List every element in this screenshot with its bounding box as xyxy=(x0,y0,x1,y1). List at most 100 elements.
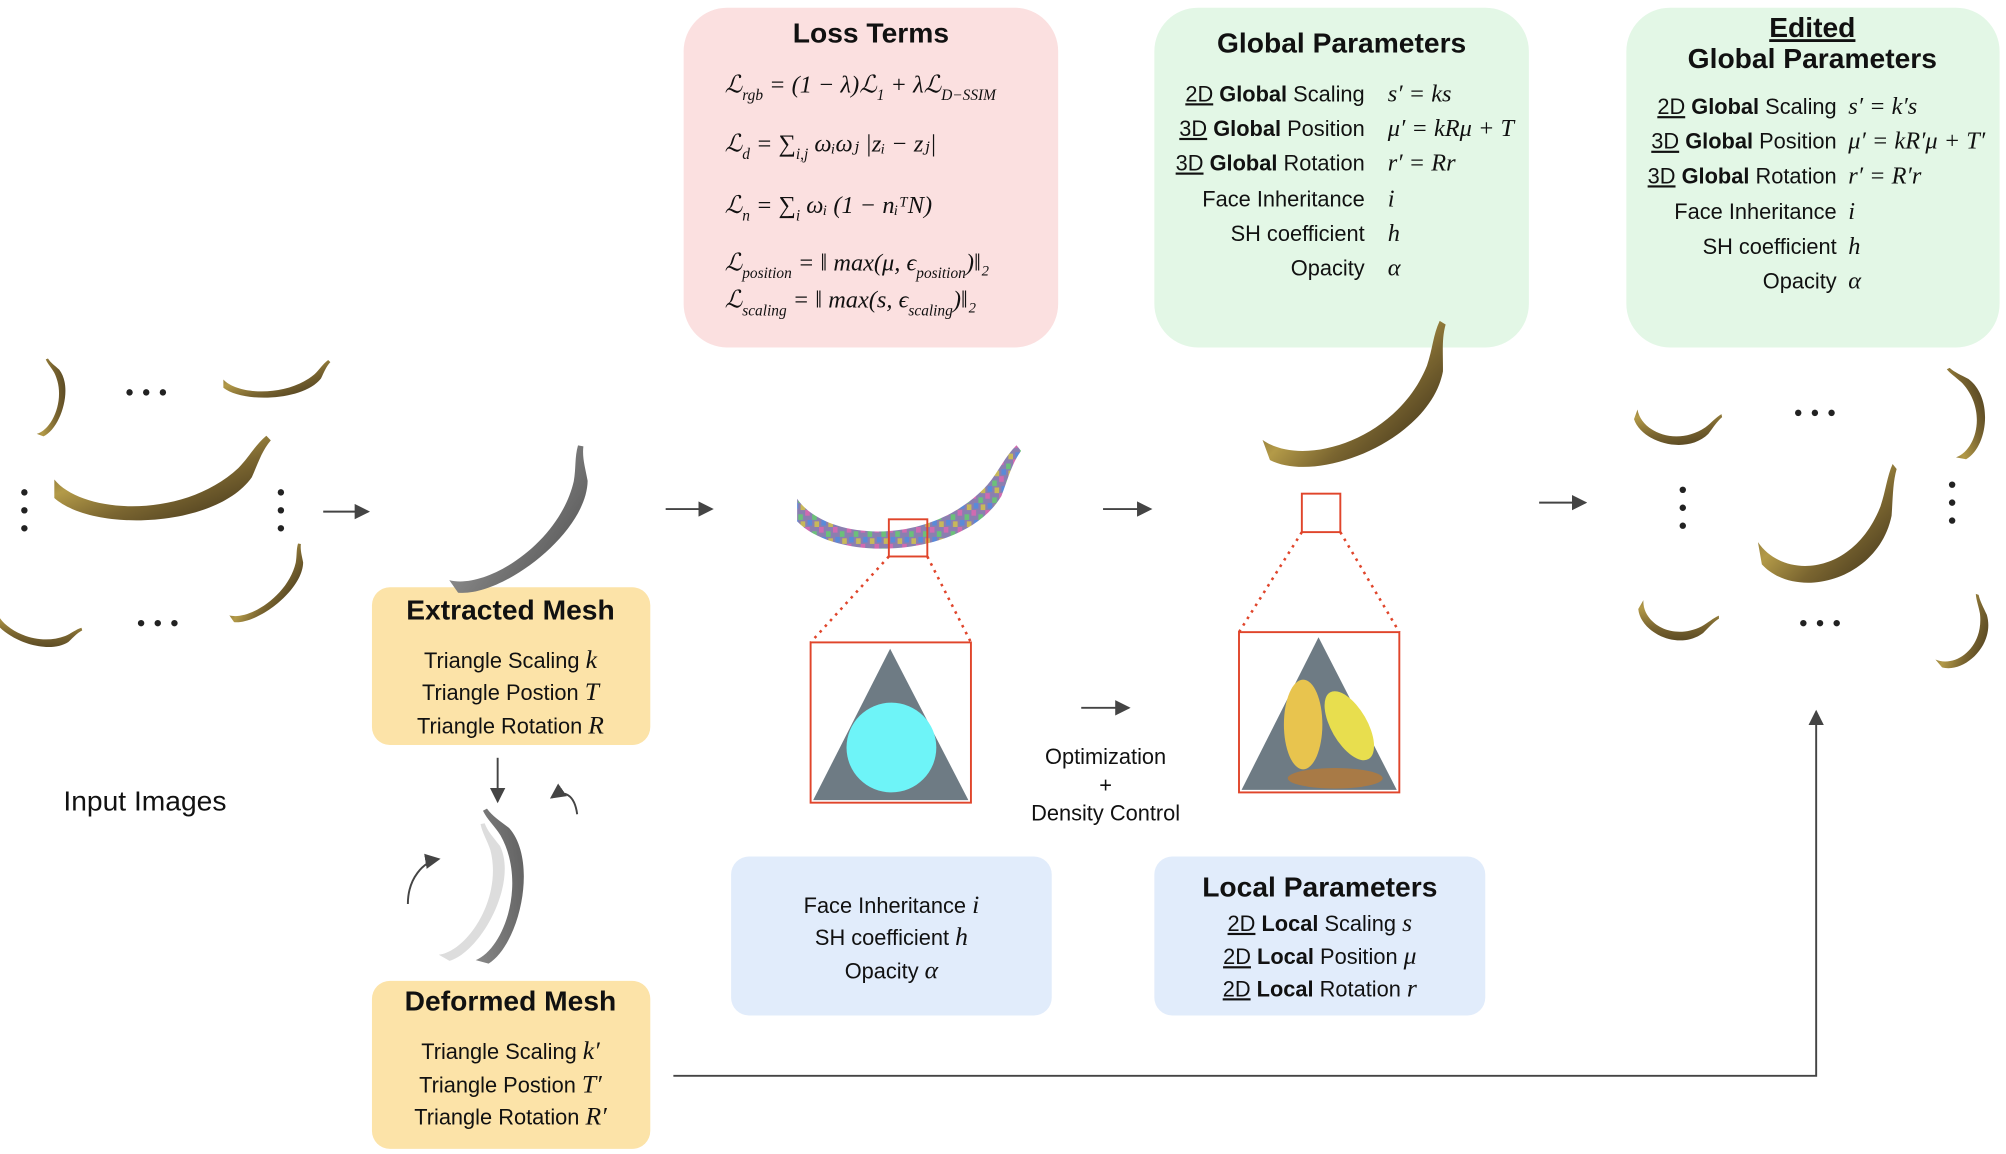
extracted-box xyxy=(371,587,651,745)
formula-part: ωᵢωⱼ |zᵢ − zⱼ| xyxy=(808,130,936,157)
formula-part: rgb xyxy=(742,87,763,104)
input-label: Input Images xyxy=(63,784,226,816)
param-kind: Local xyxy=(1257,976,1314,1001)
param-expr: i xyxy=(1848,198,1855,225)
zoom-line xyxy=(809,555,973,644)
row-label: Opacity α xyxy=(845,955,939,984)
row-symbol: R xyxy=(587,710,604,739)
row-name: Position xyxy=(1320,944,1398,969)
deformed-mesh xyxy=(406,783,579,969)
param-name: Opacity xyxy=(1763,269,1837,294)
row-label: Triangle Postion T′ xyxy=(419,1069,602,1098)
param-kind: Global xyxy=(1691,94,1759,119)
row-symbol: μ xyxy=(1403,941,1417,970)
formula-part: scaling xyxy=(908,302,953,319)
param-dim: 3D xyxy=(1648,163,1676,188)
param-kind: Global xyxy=(1219,81,1287,106)
row-symbol: T′ xyxy=(582,1069,602,1098)
formula-part: D−SSIM xyxy=(940,87,997,104)
row-name: Triangle Scaling xyxy=(421,1039,577,1064)
param-name: Scaling xyxy=(1293,81,1365,106)
row-name: Triangle Rotation xyxy=(414,1105,579,1130)
formula-part: )‖₂ xyxy=(964,250,989,277)
row-name: Rotation xyxy=(1320,976,1401,1001)
param-kind: Global xyxy=(1210,151,1278,176)
row-symbol: k xyxy=(586,645,598,674)
formula-part: = ∑ xyxy=(750,192,796,219)
param-dim: 2D xyxy=(1185,81,1213,106)
param-dim: 2D xyxy=(1657,94,1685,119)
local-box xyxy=(1154,856,1486,1016)
zoom-region xyxy=(1300,492,1342,534)
gaussian-banana xyxy=(797,445,1022,549)
param-label: 3D Global Position xyxy=(1179,116,1364,141)
formula-part: position xyxy=(741,265,792,282)
formula-part: 1 xyxy=(877,87,885,104)
global-box xyxy=(1154,7,1529,348)
formula-part: d xyxy=(742,146,750,163)
optimization-label: Density Control xyxy=(1031,801,1180,826)
edited-title: Global Parameters xyxy=(1688,42,1937,74)
row-name: Triangle Postion xyxy=(419,1072,576,1097)
formula-part: ℒ xyxy=(725,192,743,219)
param-name: SH coefficient xyxy=(1703,234,1837,259)
param-expr: h xyxy=(1848,233,1860,260)
param-name: Rotation xyxy=(1755,163,1836,188)
param-expr: α xyxy=(1388,255,1402,282)
optimization-label: Optimization xyxy=(1045,744,1166,769)
row-name: Triangle Scaling xyxy=(424,648,580,673)
formula-part: ℒ xyxy=(725,71,743,98)
row-symbol: h xyxy=(955,922,968,951)
param-label: 3D Global Rotation xyxy=(1648,163,1837,188)
zoom-triangle xyxy=(1238,631,1401,794)
row-symbol: R′ xyxy=(584,1102,607,1131)
row-label: 2D Local Position μ xyxy=(1223,941,1417,970)
edited-box xyxy=(1626,7,2000,348)
formula-part: i,j xyxy=(796,146,808,163)
row-symbol: α xyxy=(925,955,939,984)
edited-title: Edited xyxy=(1769,11,1855,43)
param-dim: 2D xyxy=(1223,976,1251,1001)
param-kind: Local xyxy=(1261,911,1318,936)
param-dim: 3D xyxy=(1179,116,1207,141)
param-name: Opacity xyxy=(1291,256,1365,281)
row-symbol: k′ xyxy=(583,1036,600,1065)
param-label: 3D Global Rotation xyxy=(1176,151,1365,176)
row-symbol: i xyxy=(972,890,979,919)
param-kind: Global xyxy=(1682,163,1750,188)
param-expr: r′ = R′r xyxy=(1848,162,1922,189)
formula-part: ℒ xyxy=(725,287,743,314)
loss-formula: ℒposition = ‖ max(μ, ϵposition)‖₂ xyxy=(725,250,990,283)
formula-part: = ∑ xyxy=(750,130,796,157)
row-name: SH coefficient xyxy=(815,925,949,950)
row-label: Triangle Rotation R xyxy=(417,710,604,739)
formula-part: + λℒ xyxy=(884,71,941,98)
deformed-title: Deformed Mesh xyxy=(405,984,617,1016)
row-symbol: s xyxy=(1402,908,1412,937)
formula-part: ℒ xyxy=(725,130,743,157)
ellipsis xyxy=(1679,409,1956,627)
param-label: Face Inheritance xyxy=(1202,186,1364,211)
global-title: Global Parameters xyxy=(1217,27,1466,59)
param-name: Face Inheritance xyxy=(1674,199,1836,224)
loss-formula: ℒscaling = ‖ max(s, ϵscaling)‖₂ xyxy=(725,287,977,320)
attr-box xyxy=(731,856,1052,1016)
arrows xyxy=(323,494,1824,1077)
row-label: Triangle Postion T xyxy=(422,677,601,706)
deformed-box xyxy=(371,980,651,1149)
param-name: Scaling xyxy=(1765,94,1837,119)
formula-part: scaling xyxy=(742,302,787,319)
param-label: SH coefficient xyxy=(1231,221,1365,246)
param-label: Opacity xyxy=(1763,269,1837,294)
param-name: Face Inheritance xyxy=(1202,186,1364,211)
param-name: SH coefficient xyxy=(1231,221,1365,246)
zoom-triangle xyxy=(809,641,972,804)
param-kind: Global xyxy=(1213,116,1281,141)
labels: Loss Terms Global Parameters Edited Glob… xyxy=(405,11,1937,1016)
row-symbol: r xyxy=(1407,973,1418,1002)
ellipsis xyxy=(21,389,285,627)
param-name: Position xyxy=(1759,129,1837,154)
loss-box xyxy=(683,7,1059,348)
